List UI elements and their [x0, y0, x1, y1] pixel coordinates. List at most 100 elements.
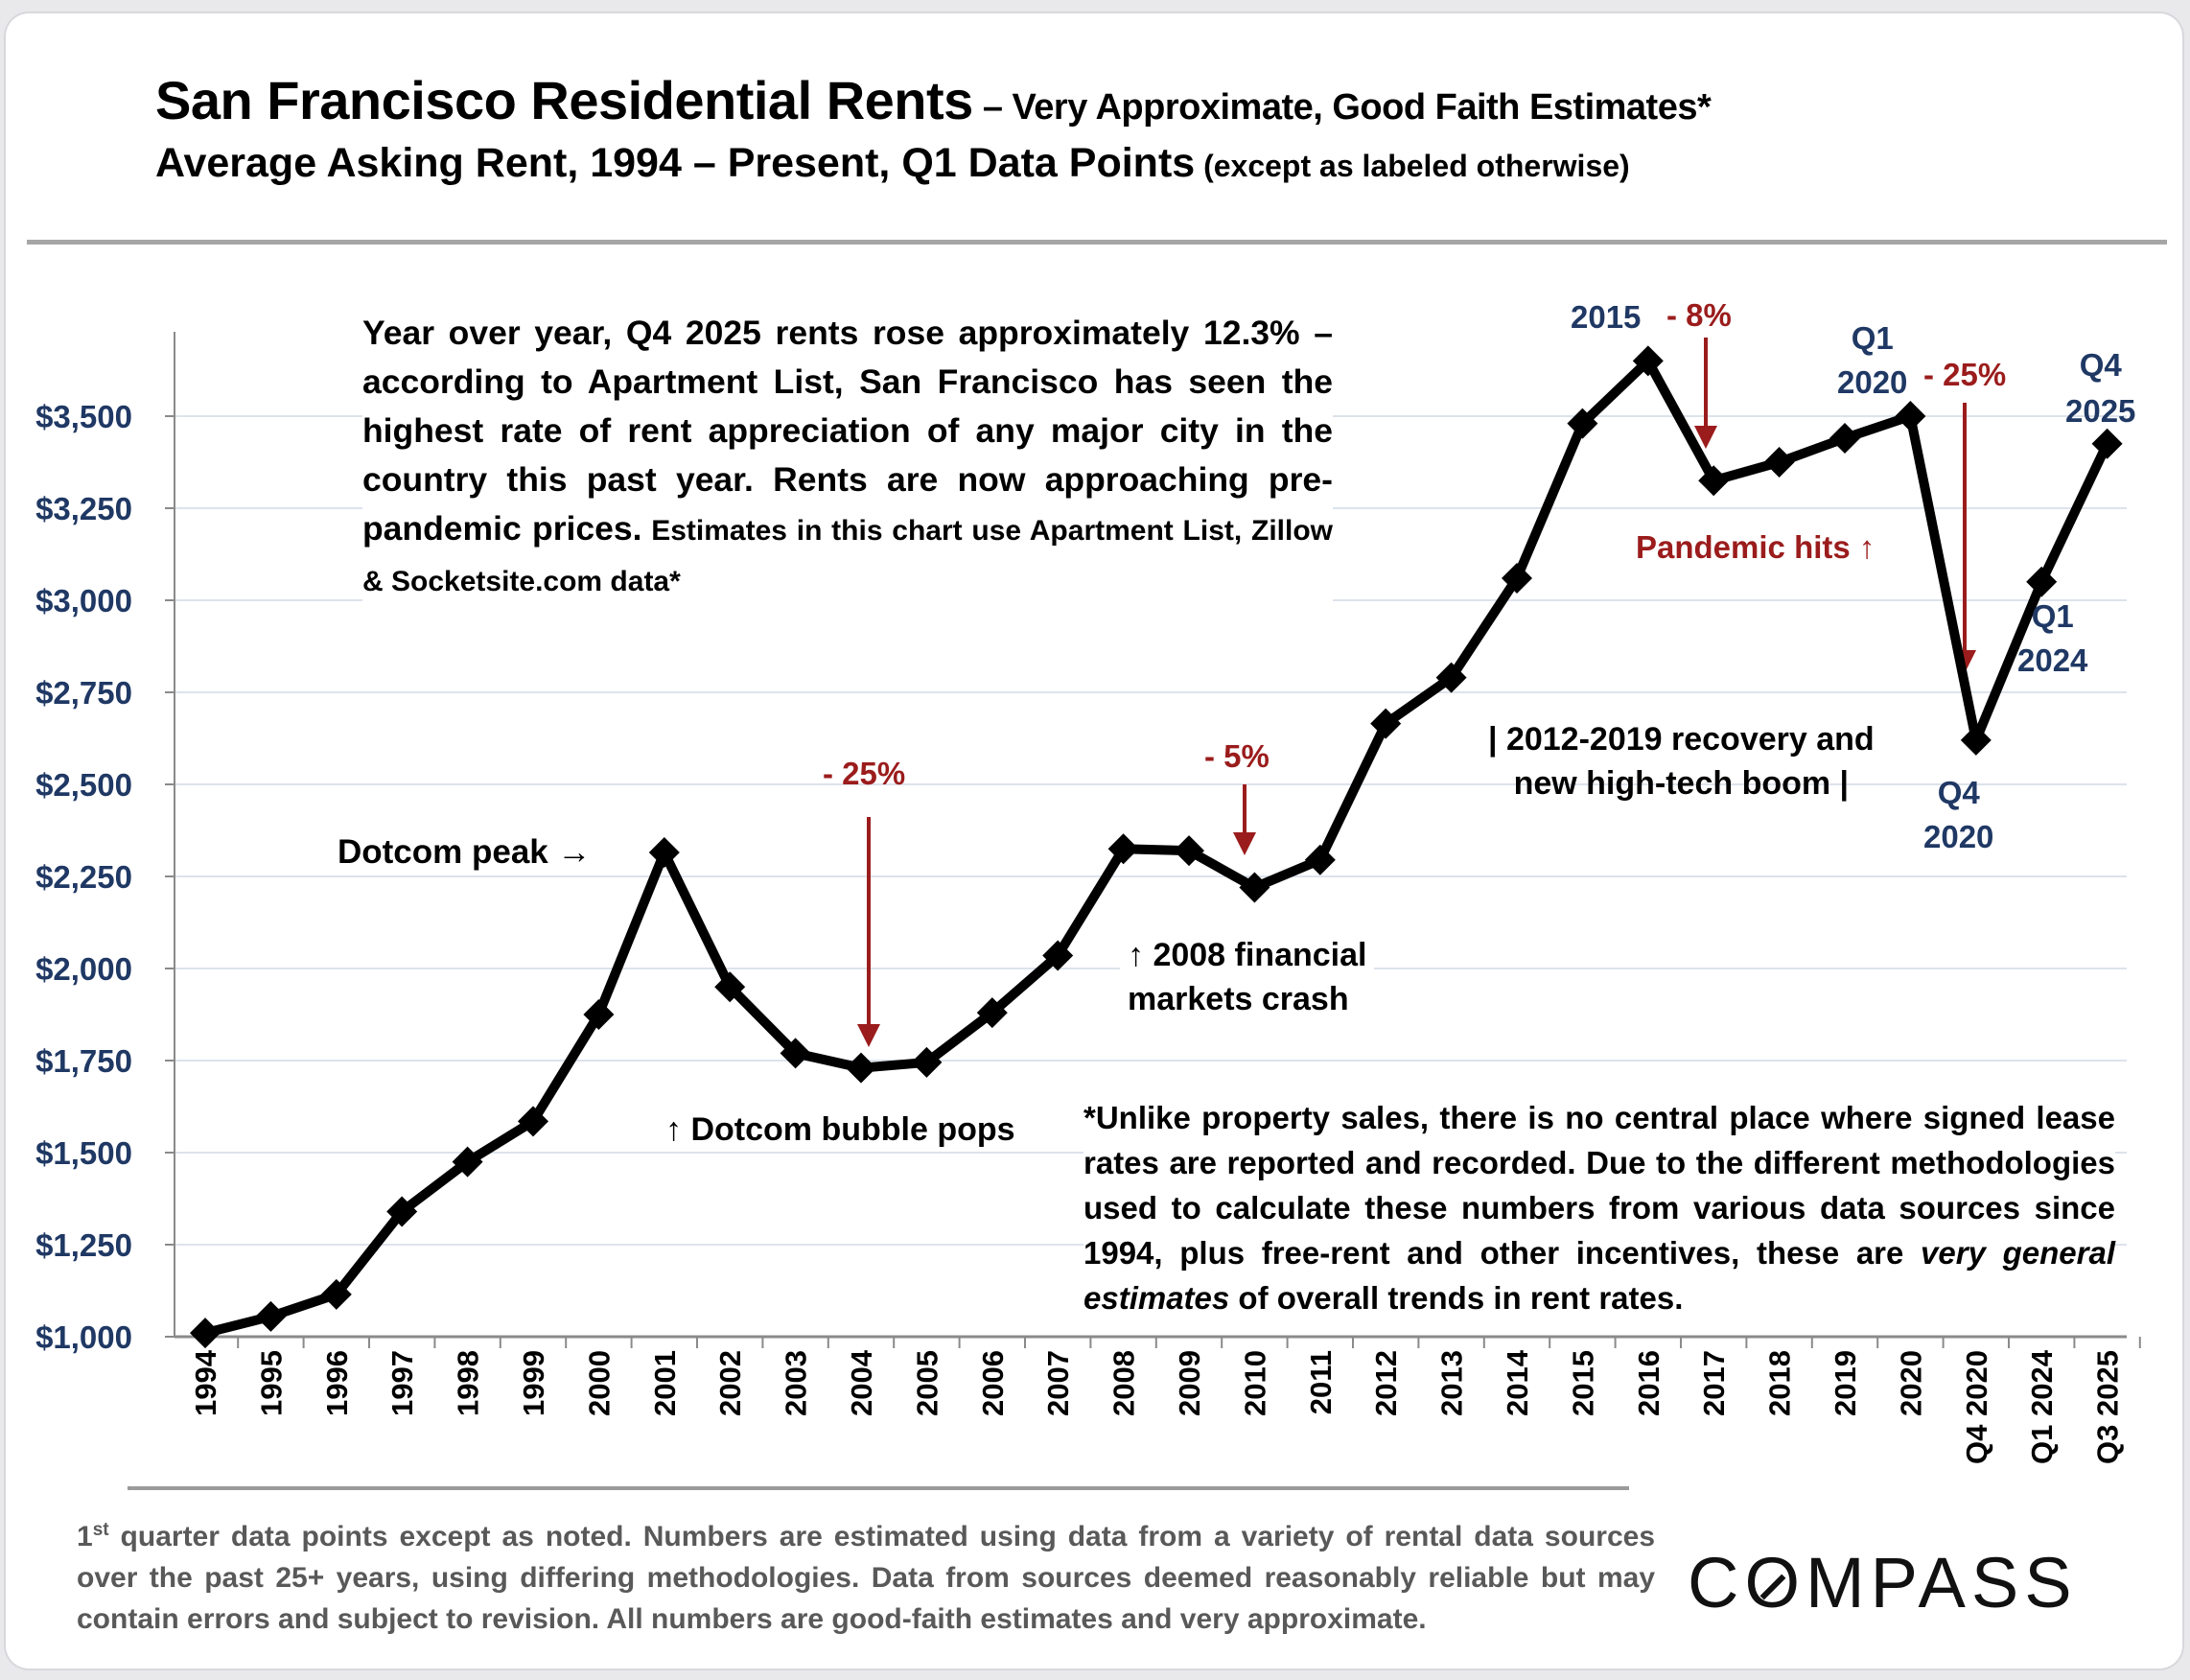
- data-point: [1174, 835, 1204, 867]
- annotation-q4-2025: Q4 2025: [2065, 342, 2135, 434]
- data-point: [1042, 940, 1074, 971]
- annotation-crash-line1: ↑ 2008 financial: [1128, 937, 1367, 973]
- y-tick-label: $1,750: [35, 1043, 132, 1079]
- x-tick-label: 2011: [1304, 1350, 1338, 1414]
- annotation-crash-line2: markets crash: [1128, 981, 1349, 1017]
- x-tick-label: Q3 2025: [2091, 1350, 2125, 1464]
- x-tick-label: 2009: [1173, 1350, 1206, 1416]
- x-tick-label: 2003: [780, 1350, 813, 1416]
- data-point: [648, 837, 680, 869]
- data-point: [1632, 345, 1664, 377]
- y-axis-tick-labels: $1,000 $1,250 $1,500 $1,750 $2,000 $2,250 $2,5…: [35, 399, 132, 1355]
- data-point: [780, 1038, 811, 1069]
- methodology-text-2: of overall trends in rent rates.: [1229, 1280, 1684, 1316]
- data-point: [1502, 562, 1532, 594]
- annotation-arrows: [857, 338, 1976, 1047]
- data-point: [1698, 465, 1730, 497]
- annotation-dotcom-pops: ↑ Dotcom bubble pops: [658, 1108, 1023, 1152]
- subtitle-note: (except as labeled otherwise): [1195, 149, 1630, 183]
- footnote: 1st quarter data points except as noted.…: [77, 1509, 1655, 1640]
- annotation-q1-2024-line1: Q1: [2031, 598, 2074, 634]
- x-tick-label: 2001: [648, 1350, 682, 1416]
- footnote-sup: st: [92, 1520, 109, 1540]
- data-point: [1107, 833, 1139, 865]
- data-point: [1304, 844, 1336, 875]
- data-point: [320, 1278, 352, 1310]
- data-point: [1763, 447, 1795, 478]
- footnote-text: quarter data points except as noted. Num…: [77, 1521, 1655, 1635]
- annotation-q4-2020: Q4 2020: [1923, 771, 1993, 859]
- annotation-q4-2025-line1: Q4: [2079, 347, 2122, 383]
- annotation-dotcom-drop: - 25%: [823, 756, 906, 791]
- annotation-q1-2024: Q1 2024: [2017, 595, 2087, 683]
- annotation-drop-2020: - 25%: [1923, 357, 2007, 392]
- footer-divider: [128, 1486, 1629, 1490]
- logo-c: C: [1688, 1543, 1745, 1622]
- annotation-recovery: | 2012-2019 recovery and new high-tech b…: [1488, 717, 1875, 805]
- data-point: [1370, 708, 1402, 739]
- x-tick-label: 1999: [517, 1350, 550, 1416]
- x-tick-label: 1998: [452, 1350, 485, 1416]
- annotation-crash-drop: - 5%: [1204, 738, 1270, 774]
- logo-o: O: [1744, 1543, 1806, 1622]
- chart-title: San Francisco Residential Rents – Very A…: [155, 69, 1712, 131]
- footnote-num: 1: [77, 1521, 93, 1552]
- summary-textbox: Year over year, Q4 2025 rents rose appro…: [362, 309, 1333, 606]
- annotation-q4-2020-line2: 2020: [1923, 819, 1994, 854]
- x-tick-label: 2002: [713, 1350, 747, 1416]
- x-tick-label: 2018: [1763, 1350, 1797, 1416]
- data-point: [255, 1300, 287, 1332]
- data-point: [1895, 401, 1926, 432]
- data-point: [1435, 662, 1467, 693]
- x-tick-label: 1997: [385, 1350, 419, 1416]
- data-point: [386, 1196, 418, 1227]
- axes: [165, 332, 2141, 1348]
- y-tick-label: $3,000: [35, 583, 132, 618]
- annotation-2015: 2015: [1571, 299, 1642, 335]
- methodology-textbox: *Unlike property sales, there is no cent…: [1083, 1095, 2115, 1320]
- y-tick-label: $1,000: [35, 1319, 132, 1355]
- title-main: San Francisco Residential Rents: [155, 70, 973, 130]
- title-sub: – Very Approximate, Good Faith Estimates…: [972, 87, 1712, 128]
- data-point: [452, 1146, 483, 1178]
- x-tick-label: 2000: [582, 1350, 616, 1416]
- data-point-markers: [190, 345, 2123, 1349]
- x-tick-label: 2006: [976, 1350, 1010, 1416]
- data-point: [518, 1106, 548, 1137]
- annotation-financial-crash: ↑ 2008 financial markets crash: [1120, 933, 1375, 1021]
- x-tick-label: 2019: [1829, 1350, 1862, 1416]
- x-tick-label: 1995: [254, 1350, 288, 1416]
- data-point: [911, 1046, 943, 1078]
- x-tick-label: 2015: [1566, 1350, 1599, 1416]
- data-point: [714, 971, 746, 1003]
- x-axis-tick-labels: 1994 1995 1996 1997 1998 1999 2000 2001 2002 2003…: [189, 1349, 2125, 1464]
- methodology-text-1: *Unlike property sales, there is no cent…: [1083, 1100, 2115, 1271]
- data-point: [2091, 428, 2123, 459]
- slide-card: [6, 13, 2182, 1668]
- y-tick-label: $2,250: [35, 859, 132, 895]
- x-tick-label: 2004: [845, 1349, 878, 1416]
- x-tick-label: 2016: [1632, 1350, 1666, 1416]
- x-tick-label: Q1 2024: [2025, 1349, 2059, 1464]
- annotation-dotcom-peak: Dotcom peak →: [338, 833, 592, 871]
- x-tick-label: 2014: [1501, 1349, 1534, 1416]
- data-point: [1960, 724, 1992, 756]
- annotation-q1-2020: Q1 2020: [1837, 316, 1907, 405]
- annotation-pandemic: Pandemic hits ↑: [1636, 529, 1875, 565]
- summary-main-text: Year over year, Q4 2025 rents rose appro…: [362, 314, 1333, 548]
- x-tick-label: 1996: [320, 1350, 354, 1416]
- title-divider: [27, 240, 2167, 245]
- y-tick-label: $1,500: [35, 1135, 132, 1171]
- annotation-q1-2024-line2: 2024: [2017, 642, 2088, 678]
- x-tick-label: 2020: [1894, 1350, 1927, 1416]
- data-point: [1567, 408, 1598, 439]
- chart-subtitle: Average Asking Rent, 1994 – Present, Q1 …: [155, 140, 1630, 187]
- data-point: [2026, 566, 2058, 597]
- annotation-q1-2020-line1: Q1: [1851, 320, 1894, 356]
- summary-source-text: Estimates in this chart use Apartment Li…: [362, 515, 1333, 597]
- x-tick-label: 2007: [1041, 1350, 1075, 1416]
- x-tick-label: 2010: [1238, 1350, 1271, 1416]
- compass-logo: COMPASS: [1688, 1542, 2078, 1623]
